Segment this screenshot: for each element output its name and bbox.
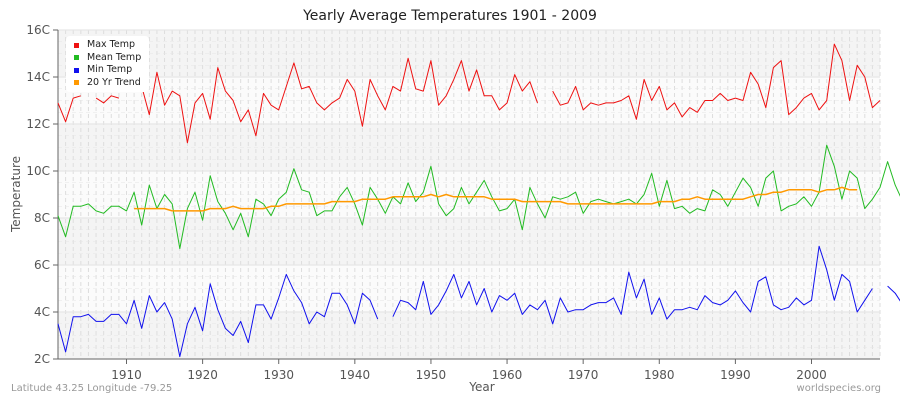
x-tick-label: 1950 bbox=[416, 368, 447, 382]
legend-swatch-icon bbox=[74, 55, 79, 61]
x-tick-label: 1980 bbox=[644, 368, 675, 382]
chart-legend: Max Temp Mean Temp Min Temp 20 Yr Trend bbox=[66, 36, 150, 92]
legend-label: Mean Temp bbox=[87, 51, 142, 63]
y-tick-label: 2C bbox=[34, 352, 50, 366]
source-link[interactable]: worldspecies.org bbox=[796, 383, 881, 394]
series-line-trend bbox=[134, 186, 858, 212]
x-tick-label: 1920 bbox=[187, 368, 218, 382]
y-axis-title: Temperature bbox=[9, 156, 23, 233]
x-tick-label: 1910 bbox=[111, 368, 142, 382]
x-tick-label: 1930 bbox=[263, 368, 294, 382]
legend-label: 20 Yr Trend bbox=[87, 76, 141, 88]
y-tick-label: 14C bbox=[26, 70, 50, 84]
legend-label: Max Temp bbox=[87, 39, 135, 50]
data-series bbox=[57, 43, 900, 358]
legend-item: Min Temp bbox=[74, 64, 141, 77]
legend-swatch-icon bbox=[74, 80, 79, 86]
series-line-min bbox=[57, 245, 900, 358]
location-label: Latitude 43.25 Longitude -79.25 bbox=[11, 383, 173, 394]
x-axis-title: Year bbox=[468, 380, 494, 394]
legend-label: Min Temp bbox=[87, 64, 133, 75]
legend-swatch-icon bbox=[74, 42, 79, 48]
y-tick-label: 4C bbox=[34, 305, 50, 319]
series-line-max bbox=[57, 43, 881, 144]
x-tick-label: 1990 bbox=[720, 368, 751, 382]
legend-item: Mean Temp bbox=[74, 52, 141, 65]
y-tick-label: 8C bbox=[34, 211, 50, 225]
chart-title: Yearly Average Temperatures 1901 - 2009 bbox=[303, 8, 597, 24]
y-tick-label: 10C bbox=[26, 164, 50, 178]
y-tick-label: 16C bbox=[26, 23, 50, 37]
series-line-mean bbox=[57, 144, 900, 250]
x-tick-label: 2000 bbox=[796, 368, 827, 382]
legend-item: Max Temp bbox=[74, 39, 141, 52]
x-tick-label: 1970 bbox=[568, 368, 599, 382]
axes: 2C 4C 6C 8C 10C 12C 14C 16C 1910 1920 1930 1940 1950… bbox=[9, 23, 880, 394]
x-tick-label: 1960 bbox=[492, 368, 523, 382]
legend-swatch-icon bbox=[74, 67, 79, 73]
y-tick-label: 6C bbox=[34, 258, 50, 272]
legend-item: 20 Yr Trend bbox=[74, 77, 141, 90]
x-tick-label: 1940 bbox=[340, 368, 371, 382]
y-tick-label: 12C bbox=[26, 117, 50, 131]
